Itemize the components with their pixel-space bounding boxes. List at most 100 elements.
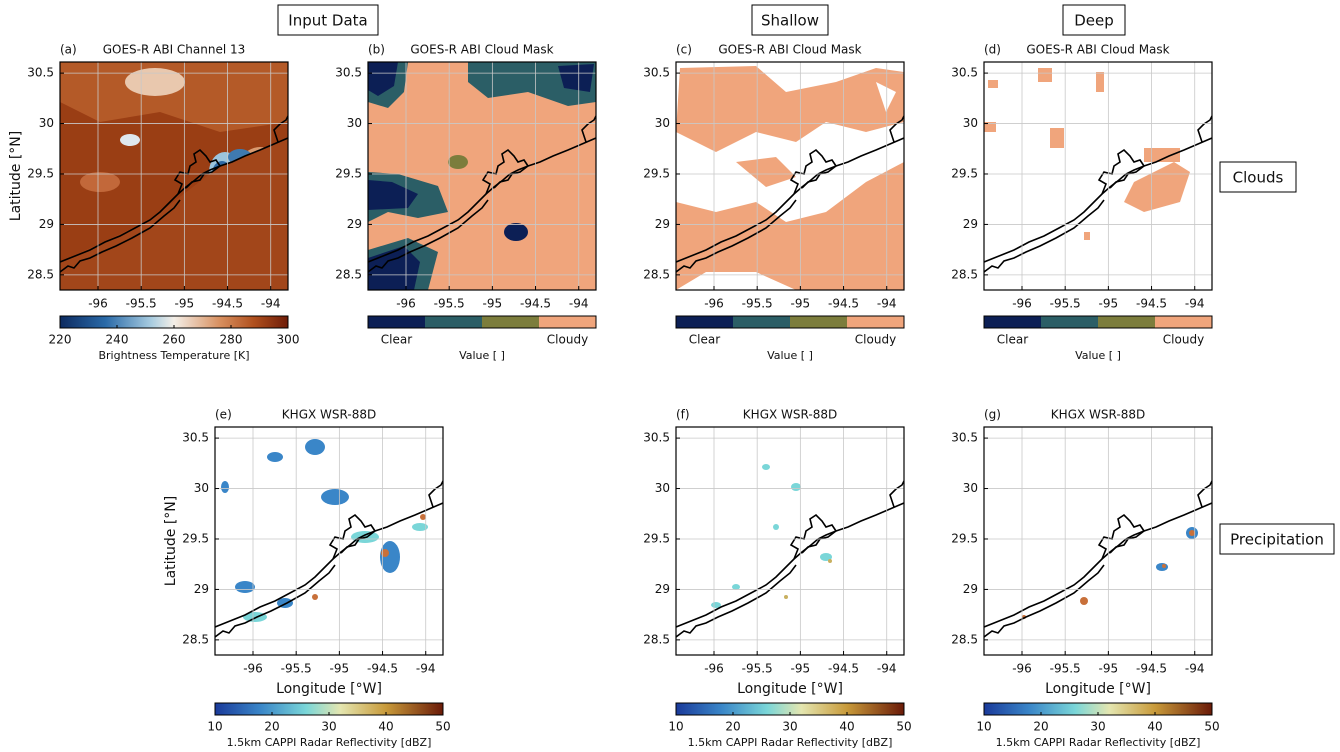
- x-tick-label: -94: [1185, 297, 1205, 311]
- y-tick-label: 29: [655, 582, 670, 596]
- header-box: [1062, 4, 1126, 36]
- colorbar-title: 1.5km CAPPI Radar Reflectivity [dBZ]: [688, 736, 893, 749]
- y-tick-label: 30.5: [643, 431, 670, 445]
- colorbar-tick-label: 280: [220, 333, 243, 347]
- x-tick-label: -96: [396, 297, 416, 311]
- y-tick-label: 28.5: [951, 632, 978, 646]
- colorbar-tick-label: 10: [207, 720, 222, 734]
- colorbar-tick-label: 50: [896, 720, 911, 734]
- colorbar-tick-label: 240: [106, 333, 129, 347]
- colorbar-label: Clear: [381, 333, 412, 347]
- y-tick-label: 30.5: [335, 66, 362, 80]
- x-tick-label: -94.5: [520, 297, 551, 311]
- colorbar-tick-label: 40: [378, 720, 393, 734]
- x-tick-label: -94.5: [212, 297, 243, 311]
- colorbar-segment: [984, 316, 1041, 328]
- panel-title: KHGX WSR-88D: [282, 408, 376, 422]
- colorbar-segment: [539, 316, 596, 328]
- y-tick-label: 29.5: [182, 531, 209, 545]
- x-tick-label: -95.5: [742, 297, 773, 311]
- x-tick-label: -94: [877, 297, 897, 311]
- panel-letter: (b): [368, 43, 385, 57]
- colorbar-title: 1.5km CAPPI Radar Reflectivity [dBZ]: [996, 736, 1201, 749]
- x-tick-label: -95: [791, 297, 811, 311]
- x-tick-label: -95: [175, 297, 195, 311]
- x-tick-label: -95: [330, 662, 350, 676]
- x-tick-label: -96: [1012, 662, 1032, 676]
- panel-letter: (c): [676, 43, 692, 57]
- coastline: [676, 480, 904, 638]
- x-tick-label: -95.5: [742, 662, 773, 676]
- axes-frame: [214, 426, 444, 656]
- colorbar-tick-label: 30: [782, 720, 797, 734]
- colorbar-tick-label: 50: [1204, 720, 1219, 734]
- header: Input Data: [288, 12, 367, 30]
- colorbar-tick-label: 20: [725, 720, 740, 734]
- y-tick-label: 29: [963, 217, 978, 231]
- axes-frame: [367, 61, 597, 291]
- colorbar-segment: [676, 316, 733, 328]
- y-tick-label: 29.5: [951, 531, 978, 545]
- y-tick-label: 28.5: [643, 267, 670, 281]
- colorbar-label: Cloudy: [547, 333, 588, 347]
- colorbar-tick-label: 10: [976, 720, 991, 734]
- panel-title: GOES-R ABI Channel 13: [103, 43, 246, 57]
- y-tick-label: 30.5: [951, 431, 978, 445]
- colorbar-label: Cloudy: [855, 333, 896, 347]
- colorbar-tick-label: 220: [49, 333, 72, 347]
- x-tick-label: -95.5: [281, 662, 312, 676]
- colorbar-tick-label: 300: [277, 333, 300, 347]
- y-tick-label: 30.5: [643, 66, 670, 80]
- map-field: [221, 439, 428, 622]
- map: [368, 62, 596, 290]
- x-tick-label: -96: [243, 662, 263, 676]
- x-tick-label: -94.5: [828, 297, 859, 311]
- y-axis-label: Latitude [°N]: [163, 496, 179, 586]
- x-tick-label: -94.5: [367, 662, 398, 676]
- y-tick-label: 29: [194, 582, 209, 596]
- y-tick-label: 29.5: [643, 166, 670, 180]
- y-tick-label: 29: [347, 217, 362, 231]
- x-tick-label: -95.5: [434, 297, 465, 311]
- colorbar-segment: [1155, 316, 1212, 328]
- x-tick-label: -96: [1012, 297, 1032, 311]
- map: [60, 62, 288, 290]
- y-tick-label: 28.5: [951, 267, 978, 281]
- row-label: Precipitation: [1230, 531, 1324, 549]
- y-tick-label: 30: [194, 481, 209, 495]
- header: Shallow: [761, 12, 819, 30]
- x-tick-label: -96: [704, 662, 724, 676]
- colorbar-tick-label: 40: [839, 720, 854, 734]
- colorbar-frame: [367, 315, 597, 329]
- y-tick-label: 30: [655, 481, 670, 495]
- axes-frame: [983, 426, 1213, 656]
- colorbar-frame: [983, 315, 1213, 329]
- x-axis-label: Longitude [°W]: [276, 681, 382, 697]
- x-tick-label: -95: [1099, 662, 1119, 676]
- panel-title: GOES-R ABI Cloud Mask: [410, 43, 553, 57]
- colorbar-tick-label: 30: [1090, 720, 1105, 734]
- panel-title: GOES-R ABI Cloud Mask: [1026, 43, 1169, 57]
- colorbar-tick-label: 20: [1033, 720, 1048, 734]
- x-tick-label: -94.5: [1136, 662, 1167, 676]
- panel-title: GOES-R ABI Cloud Mask: [718, 43, 861, 57]
- axes-frame: [59, 61, 289, 291]
- map-field: [711, 464, 832, 608]
- x-tick-label: -94.5: [1136, 297, 1167, 311]
- x-tick-label: -96: [704, 297, 724, 311]
- y-tick-label: 29.5: [27, 166, 54, 180]
- row-label: Clouds: [1233, 169, 1284, 187]
- x-tick-label: -95: [1099, 297, 1119, 311]
- y-tick-label: 29.5: [951, 166, 978, 180]
- header-box: [751, 4, 829, 36]
- y-tick-label: 28.5: [335, 267, 362, 281]
- y-tick-label: 30.5: [27, 66, 54, 80]
- panel-letter: (g): [984, 408, 1001, 422]
- axes-frame: [983, 61, 1213, 291]
- panel-letter: (f): [676, 408, 690, 422]
- colorbar-title: Value [ ]: [767, 349, 813, 362]
- colorbar-tick-label: 50: [435, 720, 450, 734]
- y-tick-label: 30.5: [951, 66, 978, 80]
- x-tick-label: -94: [416, 662, 436, 676]
- coastline: [215, 480, 443, 638]
